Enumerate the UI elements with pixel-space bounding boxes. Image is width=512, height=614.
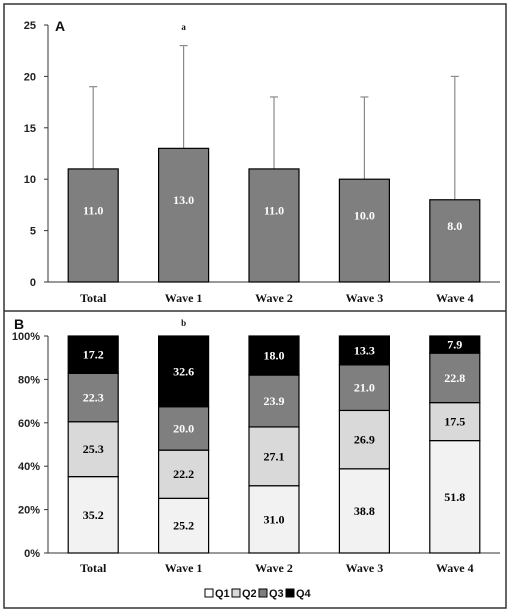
panel-b-category-label: Wave 3: [346, 561, 384, 575]
panel-a-y-tick-label: 5: [30, 226, 36, 238]
panel-b-segment-q4: [429, 335, 481, 354]
panel-a-bar: [338, 178, 390, 283]
legend-swatch-q2: [231, 588, 241, 598]
panel-b-segment-q2: [338, 409, 390, 470]
panel-a-value-label: 11.0: [83, 203, 103, 217]
panel-b-segment-q3: [338, 364, 390, 412]
panel-b-segment-q4: [248, 335, 300, 376]
panel-b-category-label: Wave 4: [436, 561, 474, 575]
panel-a-bar: [158, 147, 210, 283]
panel-b-segment-q1: [338, 468, 390, 554]
legend-label-q3: Q3: [269, 588, 284, 600]
panel-b-value-label: 25.3: [83, 442, 104, 456]
panel-b-segment-q4: [67, 335, 119, 374]
panel-b-segment-q3: [429, 352, 481, 404]
panel-b-segment-q3: [248, 374, 300, 428]
panel-a-value-label: 8.0: [447, 219, 462, 233]
panel-b-value-label: 31.0: [264, 512, 285, 526]
panel-a-label: A: [55, 18, 65, 34]
panel-b-value-label: 22.2: [173, 467, 194, 481]
panel-b-segment-q1: [429, 439, 481, 554]
panel-b-segment-q2: [248, 426, 300, 487]
panel-b-segment-q1: [158, 497, 210, 554]
panel-b-value-label: 22.3: [83, 391, 104, 405]
panel-b-y-tick-label: 20%: [18, 505, 40, 517]
panel-b-segment-q3: [158, 406, 210, 451]
panel-a-y-tick-label: 10: [24, 174, 36, 186]
legend-label-q1: Q1: [215, 588, 230, 600]
panel-a-annotation: a: [181, 22, 186, 32]
panel-b-value-label: 13.3: [354, 343, 375, 357]
panel-b-segment-q2: [429, 402, 481, 442]
panel-a-category-label: Wave 4: [436, 291, 474, 305]
panel-b-segment-q4: [338, 335, 390, 366]
panel-a-bar: [248, 168, 300, 283]
panel-b-segment-q4: [158, 335, 210, 408]
panel-b-category-label: Wave 2: [255, 561, 293, 575]
panel-b-y-tick-label: 80%: [18, 374, 40, 386]
panel-a-category-label: Total: [80, 291, 107, 305]
panel-b-value-label: 51.8: [444, 490, 465, 504]
panel-b-value-label: 32.6: [173, 364, 194, 378]
panel-b-value-label: 27.1: [264, 449, 285, 463]
panel-b-value-label: 26.9: [354, 433, 375, 447]
panel-b-y-tick-label: 100%: [12, 331, 40, 343]
panel-b-value-label: 17.5: [444, 415, 465, 429]
panel-b-value-label: 7.9: [447, 338, 462, 352]
panel-b-segment-q1: [248, 485, 300, 554]
panel-b: B 0% 20% 40% 60% 80% 100% 35.2 25.3 22.3 17.2 25.…: [12, 316, 500, 600]
legend-swatch-q3: [258, 588, 268, 598]
panel-b-segment-q2: [158, 449, 210, 499]
panel-b-segment-q3: [67, 372, 119, 423]
panel-b-value-label: 18.0: [264, 349, 285, 363]
panel-b-value-label: 22.8: [444, 371, 465, 385]
panel-b-annotation: b: [181, 318, 186, 328]
panel-a-y-tick-label: 25: [24, 20, 36, 32]
legend-swatch-q1: [204, 588, 214, 598]
panel-a-value-label: 13.0: [173, 193, 194, 207]
legend-label-q2: Q2: [242, 588, 257, 600]
panel-b-y-tick-label: 60%: [18, 418, 40, 430]
panel-b-value-label: 38.8: [354, 504, 375, 518]
panel-a-y-tick-label: 0: [30, 277, 36, 289]
panel-a-value-label: 11.0: [264, 203, 284, 217]
panel-b-y-tick-label: 0%: [24, 548, 40, 560]
panel-b-value-label: 20.0: [173, 421, 194, 435]
panel-a-bar: [67, 168, 119, 283]
legend-label-q4: Q4: [296, 588, 312, 600]
panel-b-y-tick-label: 40%: [18, 461, 40, 473]
panel-b-value-label: 21.0: [354, 381, 375, 395]
legend-swatch-q4: [285, 588, 295, 598]
panel-b-value-label: 23.9: [264, 394, 285, 408]
panel-b-label: B: [14, 316, 24, 332]
panel-a-value-label: 10.0: [354, 209, 375, 223]
panel-a-category-label: Wave 3: [346, 291, 384, 305]
panel-a: A 0 5 10 15 20 25 11.0 13.0 11.0 10.0 8.0 Total Wa…: [24, 18, 500, 305]
panel-a-y-tick-label: 20: [24, 71, 36, 83]
panel-a-category-label: Wave 1: [165, 291, 203, 305]
panel-b-value-label: 35.2: [83, 508, 104, 522]
panel-b-segment-q2: [67, 421, 119, 478]
panel-b-value-label: 17.2: [83, 348, 104, 362]
panel-b-category-label: Total: [80, 561, 107, 575]
panel-a-bar: [429, 199, 481, 283]
panel-a-category-label: Wave 2: [255, 291, 293, 305]
panel-b-value-label: 25.2: [173, 519, 194, 533]
legend: Q1 Q2 Q3 Q4: [204, 588, 312, 600]
panel-b-category-label: Wave 1: [165, 561, 203, 575]
panel-a-y-tick-label: 15: [24, 123, 36, 135]
